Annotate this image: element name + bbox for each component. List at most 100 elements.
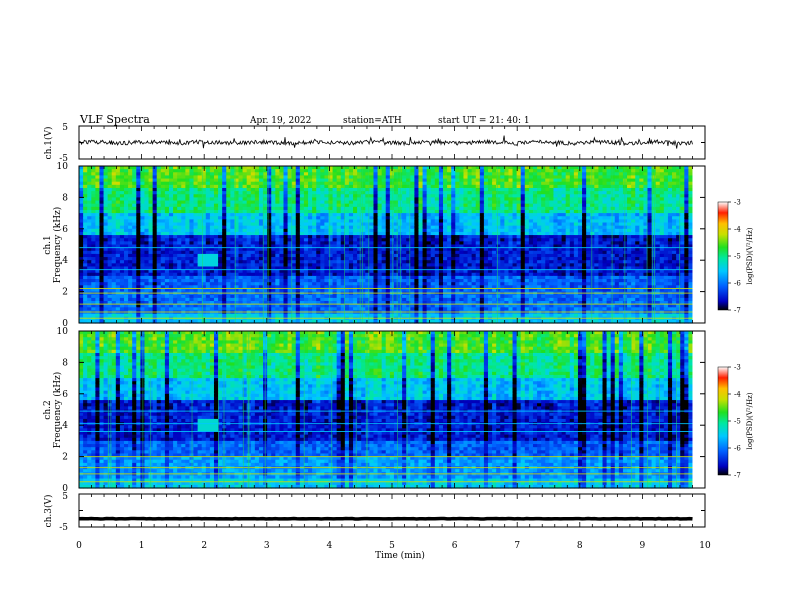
spectrogram-cell [303,266,309,271]
spectrogram-cell [344,257,350,261]
spectrogram-cell [622,222,628,227]
spectrogram-cell [91,197,96,202]
spectrogram-cell [308,181,313,186]
spectrogram-cell [164,228,170,233]
spectrogram-cell [565,253,571,258]
spectrogram-cell [164,194,170,198]
spectrogram-cell [328,219,334,224]
spectrogram-cell [201,184,207,189]
spectrogram-cell [590,266,595,271]
spectrogram-cell [676,238,681,242]
spectrogram-cell [230,222,236,227]
spectrogram-cell [197,225,203,230]
spectrogram-cell [152,209,158,214]
spectrogram-cell [618,166,624,170]
spectrogram-cell [197,253,203,258]
spectrogram-cell [577,257,583,261]
spectrogram-cell [659,169,665,173]
spectrogram-cell [181,172,186,177]
spectrogram-cell [115,260,121,264]
spectrogram-cell [83,250,88,255]
spectrogram-cell [87,247,92,252]
spectrogram-cell [639,244,644,249]
spectrogram-cell [83,213,88,217]
spectrogram-cell [377,216,383,220]
spectrogram-cell [627,175,632,180]
spectrogram-cell [258,181,264,186]
spectrogram-cell [504,263,510,268]
spectrogram-cell [426,266,432,271]
spectrogram-cell [516,260,522,264]
spectrogram-cell [688,187,694,192]
spectrogram-cell [95,235,101,239]
spectrogram-cell [79,166,84,170]
spectrogram-cell [328,181,334,186]
spectrogram-cell [238,181,244,186]
spectrogram-cell [447,266,452,271]
spectrogram-cell [647,200,653,205]
spectrogram-cell [115,253,121,258]
spectrogram-cell [291,181,297,186]
spectrogram-cell [385,247,391,252]
spectrogram-cell [144,194,150,198]
spectrogram-cell [234,197,240,202]
spectrogram-cell [160,191,166,195]
spectrogram-cell [680,184,685,189]
spectrogram-cell [528,175,534,180]
spectrogram-cell [455,266,460,271]
spectrogram-cell [434,241,440,246]
spectrogram-cell [639,169,644,173]
spectrogram-cell [287,169,293,173]
spectrogram-cell [119,213,125,217]
spectrogram-cell [430,194,436,198]
spectrogram-cell [676,225,681,230]
spectrogram-cell [148,169,154,173]
spectrogram-cell [639,241,644,246]
spectrogram-cell [160,184,166,189]
spectrogram-cell [209,228,215,233]
spectrogram-cell [614,244,620,249]
spectrogram-cell [250,187,256,192]
spectrogram-cell [250,235,256,239]
spectrogram-cell [500,181,505,186]
spectrogram-cell [373,191,379,195]
spectrogram-cell [279,187,285,192]
spectrogram-cell [381,225,387,230]
spectrogram-cell [406,194,411,198]
spectrogram-cell [471,181,477,186]
spectrogram-cell [606,172,612,177]
spectrogram-cell [79,231,84,236]
spectrogram-cell [389,197,395,202]
spectrogram-cell [618,257,624,261]
spectrogram-cell [381,194,387,198]
spectrogram-cell [410,194,415,198]
spectrogram-cell [316,250,321,255]
spectrogram-cell [414,184,420,189]
spectrogram-cell [238,166,244,170]
spectrogram-cell [303,260,309,264]
spectrogram-cell [340,200,346,205]
spectrogram-cell [594,222,600,227]
spectrogram-cell [631,222,636,227]
spectrogram-cell [389,219,395,224]
spectrogram-cell [467,209,473,214]
spectrogram-cell [508,235,514,239]
spectrogram-cell [287,200,293,205]
spectrogram-cell [373,241,379,246]
spectrogram-cell [348,200,354,205]
spectrogram-cell [590,213,595,217]
spectrogram-cell [299,197,305,202]
spectrogram-cell [156,250,162,255]
spectrogram-cell [275,219,280,224]
spectrogram-cell [451,175,456,180]
spectrogram-cell [422,191,428,195]
spectrogram-cell [197,194,203,198]
spectrogram-cell [487,191,493,195]
spectrogram-cell [279,169,285,173]
spectrogram-cell [610,200,616,205]
spectrogram-cell [451,225,456,230]
spectrogram-cell [119,225,125,230]
spectrogram-cell [426,235,432,239]
spectrogram-cell [357,169,362,173]
spectrogram-cell [443,184,448,189]
